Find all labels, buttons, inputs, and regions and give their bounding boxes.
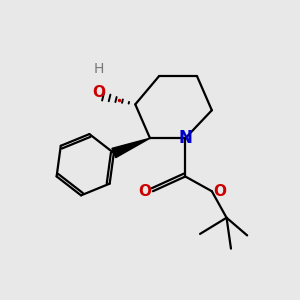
Text: N: N	[178, 129, 192, 147]
Text: O: O	[92, 85, 105, 100]
Text: O: O	[138, 184, 151, 199]
Text: H: H	[93, 62, 104, 76]
Polygon shape	[112, 138, 150, 158]
Text: O: O	[214, 184, 226, 199]
